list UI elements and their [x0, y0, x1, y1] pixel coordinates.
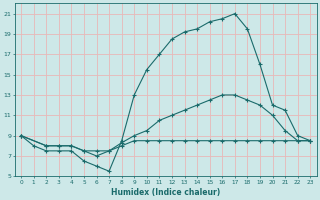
X-axis label: Humidex (Indice chaleur): Humidex (Indice chaleur) — [111, 188, 220, 197]
